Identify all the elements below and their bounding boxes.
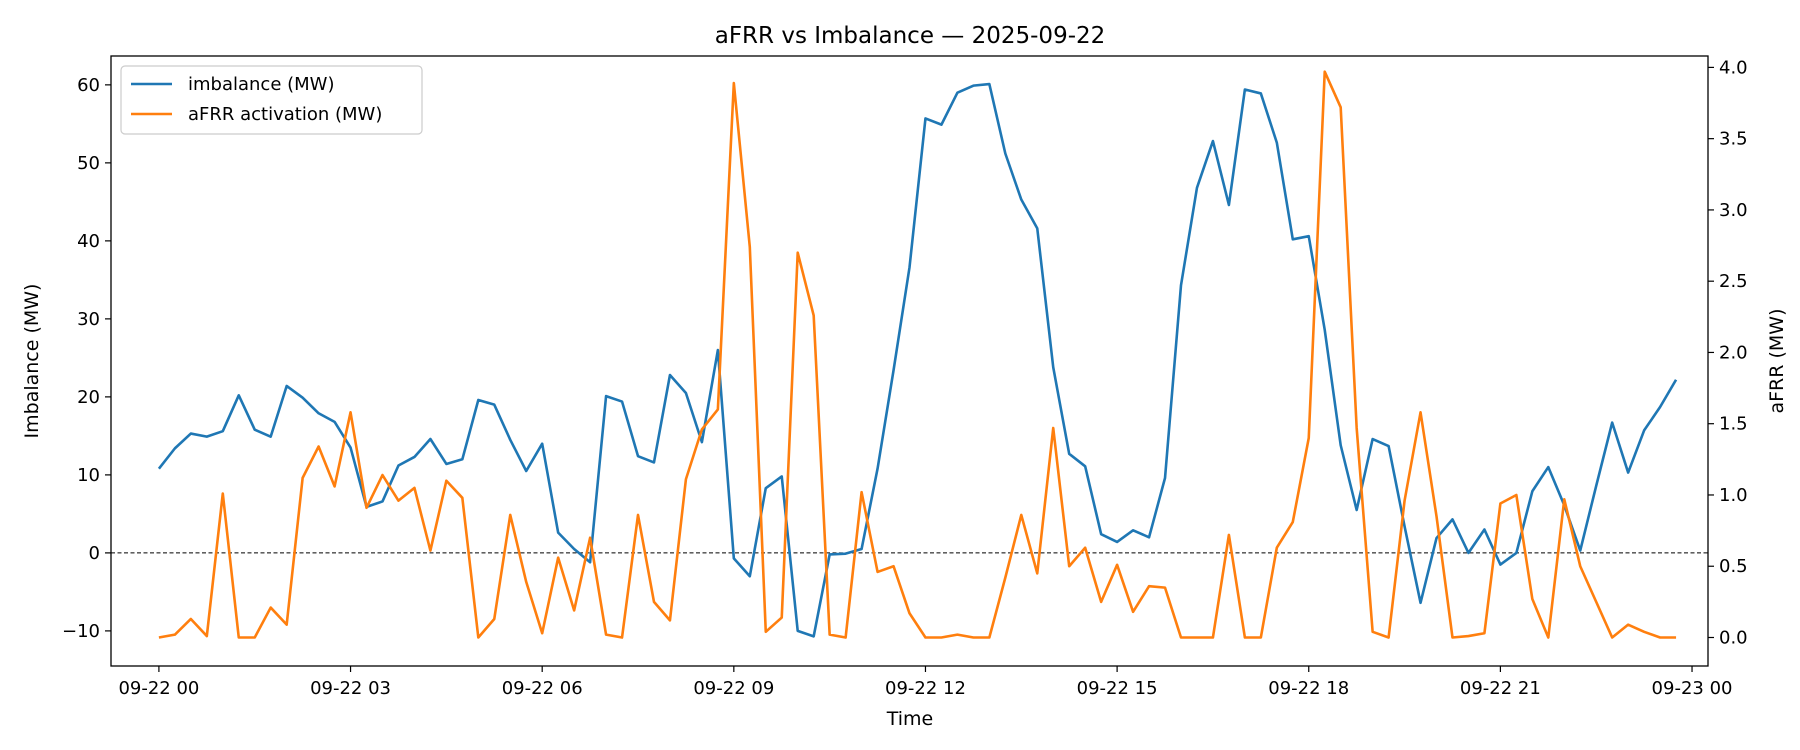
chart-title: aFRR vs Imbalance — 2025-09-22 bbox=[715, 23, 1106, 49]
x-tick-label: 09-22 03 bbox=[310, 678, 391, 699]
left-y-tick-label: 0 bbox=[89, 543, 100, 564]
x-tick-label: 09-22 21 bbox=[1460, 678, 1541, 699]
right-y-tick-label: 0.0 bbox=[1719, 627, 1748, 648]
right-y-tick-label: 2.5 bbox=[1719, 271, 1748, 292]
imbalance-series-line bbox=[157, 82, 1678, 638]
right-y-tick-label: 3.5 bbox=[1719, 129, 1748, 150]
legend-label-imbalance: imbalance (MW) bbox=[188, 74, 335, 95]
x-tick-label: 09-22 12 bbox=[885, 678, 966, 699]
afrr-series-line bbox=[158, 70, 1677, 639]
left-y-tick-label: 50 bbox=[77, 153, 100, 174]
x-tick-label: 09-22 09 bbox=[693, 678, 774, 699]
right-y-axis-ticks: 0.0 0.5 1.0 1.5 2.0 2.5 3.0 3.5 4.0 bbox=[1708, 57, 1748, 648]
right-y-tick-label: 0.5 bbox=[1719, 556, 1748, 577]
left-y-tick-label: 30 bbox=[77, 309, 100, 330]
left-y-tick-label: 40 bbox=[77, 231, 100, 252]
x-tick-label: 09-22 18 bbox=[1268, 678, 1349, 699]
right-y-tick-label: 1.5 bbox=[1719, 414, 1748, 435]
right-y-tick-label: 3.0 bbox=[1719, 200, 1748, 221]
x-tick-label: 09-22 06 bbox=[502, 678, 583, 699]
legend-label-afrr: aFRR activation (MW) bbox=[188, 104, 382, 125]
left-y-axis-label: Imbalance (MW) bbox=[21, 284, 43, 439]
left-y-tick-label: 10 bbox=[77, 465, 100, 486]
right-y-tick-label: 1.0 bbox=[1719, 485, 1748, 506]
left-y-axis-ticks: −10 0 10 20 30 40 50 60 bbox=[62, 75, 111, 642]
legend: imbalance (MW) aFRR activation (MW) bbox=[120, 65, 423, 135]
right-y-tick-label: 2.0 bbox=[1719, 342, 1748, 363]
left-y-tick-label: 60 bbox=[77, 75, 100, 96]
x-tick-label: 09-22 15 bbox=[1077, 678, 1158, 699]
right-y-tick-label: 4.0 bbox=[1719, 57, 1748, 78]
left-y-tick-label: 20 bbox=[77, 387, 100, 408]
x-axis-label: Time bbox=[886, 708, 934, 730]
plot-frame bbox=[110, 55, 1709, 667]
plot-area bbox=[111, 70, 1708, 639]
x-tick-label: 09-22 00 bbox=[118, 678, 199, 699]
x-tick-label: 09-23 00 bbox=[1652, 678, 1733, 699]
x-axis-ticks: 09-22 00 09-22 03 09-22 06 09-22 09 09-22 12… bbox=[118, 666, 1732, 699]
left-y-tick-label: −10 bbox=[62, 621, 100, 642]
right-y-axis-label: aFRR (MW) bbox=[1766, 308, 1788, 413]
legend-box bbox=[120, 65, 423, 135]
